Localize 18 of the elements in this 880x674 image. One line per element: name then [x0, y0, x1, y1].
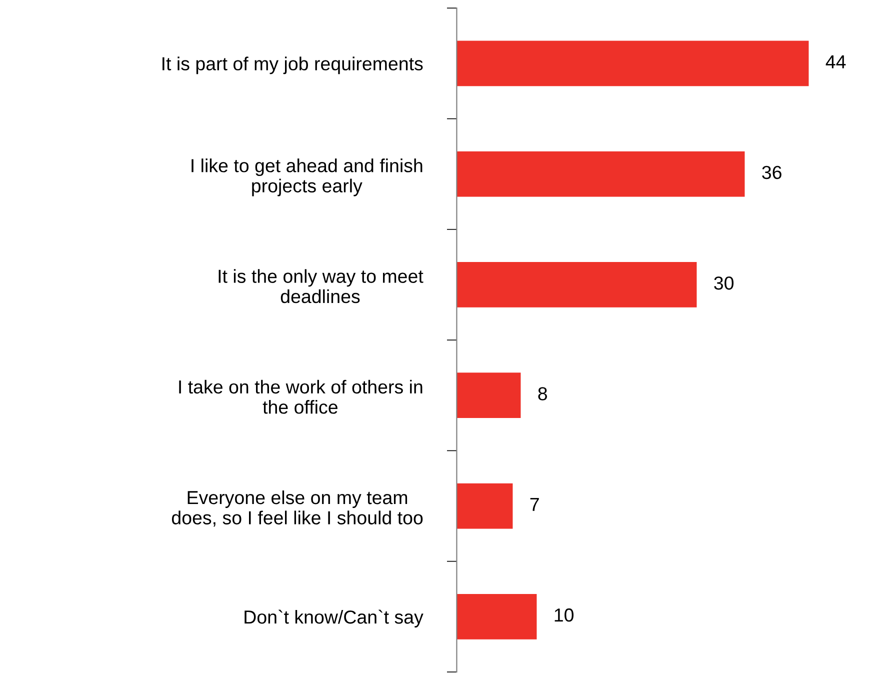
data-label: 44: [826, 55, 846, 68]
y-tick-label: I like to get ahead and finish projects early: [192, 158, 422, 196]
y-tick-label: It is part of my job requirements: [162, 56, 423, 74]
data-label: 30: [714, 276, 734, 290]
y-tick-label: Don`t know/Can`t say: [244, 610, 424, 628]
data-label: 7: [530, 498, 539, 511]
data-label: 36: [762, 166, 782, 180]
y-tick-label: It is the only way to meet deadlines: [218, 269, 424, 304]
bar: [456, 594, 537, 640]
y-tick-label: Everyone else on my team does, so I feel like I should too: [172, 490, 423, 527]
bar: [456, 372, 521, 418]
y-tick-label: I take on the work of others in the office: [179, 380, 422, 414]
data-label: 8: [538, 387, 547, 400]
bar: [456, 483, 513, 529]
data-label: 10: [554, 608, 574, 622]
bar: [456, 40, 809, 86]
bar: [456, 151, 745, 197]
bar: [456, 262, 697, 308]
